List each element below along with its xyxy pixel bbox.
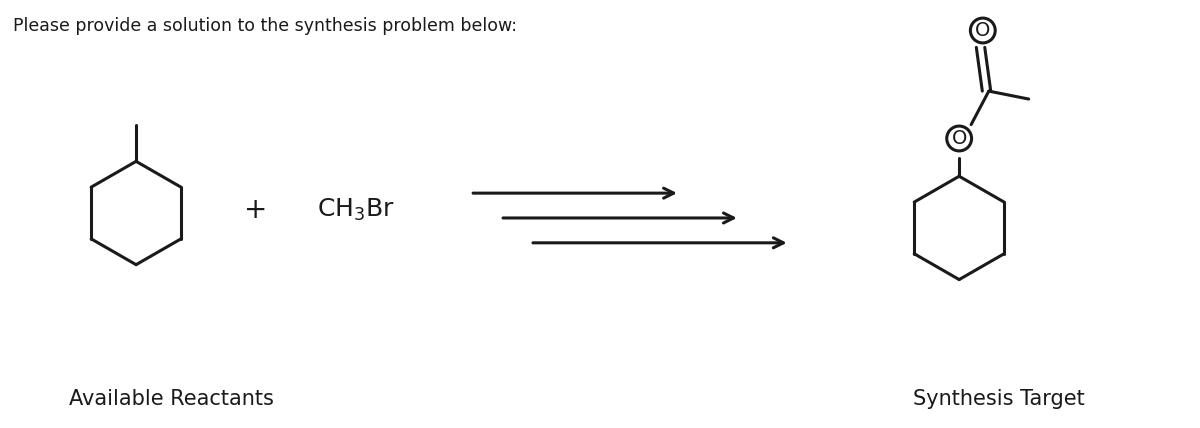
Text: CH$_3$Br: CH$_3$Br — [317, 197, 395, 223]
Text: Please provide a solution to the synthesis problem below:: Please provide a solution to the synthes… — [13, 17, 517, 35]
Text: Synthesis Target: Synthesis Target — [913, 389, 1085, 409]
Text: O: O — [976, 21, 990, 40]
Text: Available Reactants: Available Reactants — [68, 389, 274, 409]
Text: O: O — [952, 129, 967, 148]
Text: +: + — [244, 196, 268, 224]
